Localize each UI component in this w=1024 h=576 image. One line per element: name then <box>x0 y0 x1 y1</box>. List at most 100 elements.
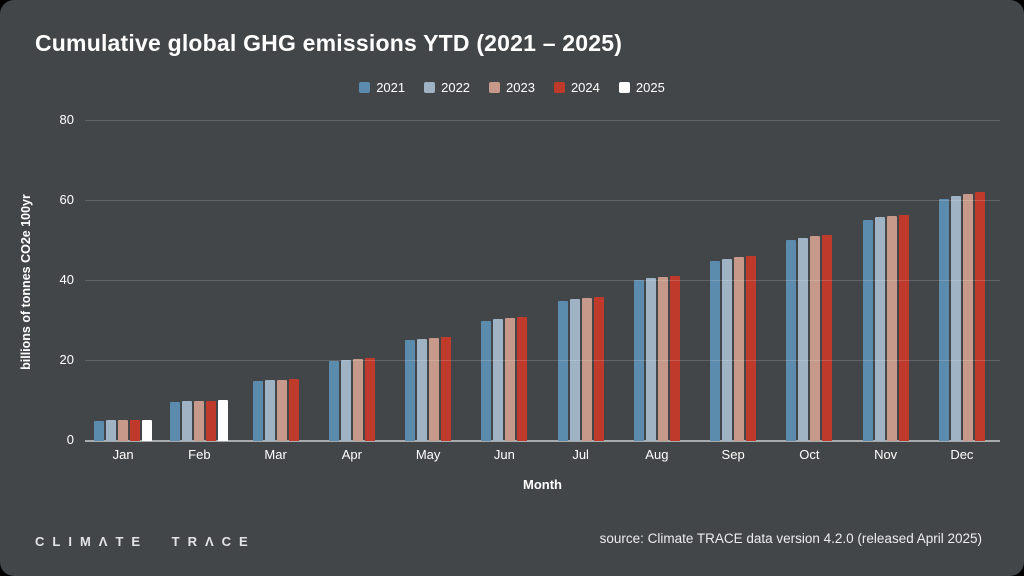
x-axis-tick-label-Mar: Mar <box>264 447 287 462</box>
bar-2022-Jul <box>569 299 580 441</box>
legend-label-2024: 2024 <box>570 80 600 95</box>
x-axis-tick-label-Jan: Jan <box>112 447 134 462</box>
bar-2022-Jan <box>106 420 117 441</box>
bar-2023-Feb <box>194 401 205 441</box>
bar-2023-Jul <box>581 298 592 441</box>
legend-item-2023: 2023 <box>489 80 535 95</box>
x-axis-title: Month <box>523 477 562 492</box>
bar-2025-Jan <box>142 419 153 441</box>
bar-2022-Jun <box>493 319 504 441</box>
y-axis-tick-label-80: 80 <box>59 112 74 127</box>
bar-2024-May <box>441 337 452 441</box>
x-axis-tick-label-Dec: Dec <box>950 447 974 462</box>
legend-label-2025: 2025 <box>635 80 665 95</box>
bar-2023-May <box>429 338 440 441</box>
legend-swatch-2022 <box>424 82 436 93</box>
bar-2023-Oct <box>810 236 821 441</box>
y-axis-tick-label-40: 40 <box>59 272 74 287</box>
x-axis-tick-label-Oct: Oct <box>799 447 820 462</box>
bar-2021-Dec <box>938 199 949 441</box>
bar-2022-Aug <box>645 278 656 441</box>
legend-item-2021: 2021 <box>359 80 405 95</box>
bar-2022-Dec <box>950 196 961 441</box>
y-axis-tick-label-0: 0 <box>66 432 74 447</box>
bar-2025-Feb <box>218 400 229 441</box>
bar-group-Jul <box>543 111 619 441</box>
bar-2024-Jun <box>517 317 528 441</box>
x-axis-tick-label-Nov: Nov <box>874 447 898 462</box>
bar-2023-Jun <box>505 318 516 441</box>
x-axis-tick-label-Jul: Jul <box>572 447 589 462</box>
bar-2021-Feb <box>170 401 181 441</box>
bar-2022-May <box>417 339 428 441</box>
bar-2021-Oct <box>786 239 797 441</box>
legend-swatch-2025 <box>618 82 630 93</box>
plot-area <box>85 111 1000 442</box>
source-attribution: source: Climate TRACE data version 4.2.0… <box>599 531 982 546</box>
chart-legend: 2021 2022 2023 2024 2025 <box>0 80 1024 95</box>
bar-group-Sep <box>695 111 771 441</box>
x-axis-tick-label-Sep: Sep <box>721 447 745 462</box>
x-axis-tick-labels: Jan Feb Mar Apr May Jun Jul Aug Sep Oct Nov Dec <box>85 447 1000 462</box>
bar-2024-Sep <box>746 255 757 441</box>
bar-2024-Jul <box>593 297 604 441</box>
gridline-40 <box>85 280 1000 281</box>
legend-label-2022: 2022 <box>441 80 471 95</box>
bar-2022-Feb <box>182 401 193 441</box>
bar-2022-Apr <box>340 359 351 441</box>
bar-2023-Jan <box>118 420 129 441</box>
bar-2023-Apr <box>352 359 363 441</box>
bar-group-Jan <box>85 111 161 441</box>
gridline-80 <box>85 120 1000 121</box>
bar-2021-Nov <box>862 220 873 441</box>
x-axis-tick-label-Feb: Feb <box>188 447 211 462</box>
bar-2021-Apr <box>328 360 339 441</box>
bar-2021-Jun <box>481 320 492 441</box>
x-axis-tick-label-May: May <box>415 447 441 462</box>
bar-2021-Aug <box>633 280 644 441</box>
bar-2024-Mar <box>288 379 299 441</box>
bar-2024-Aug <box>669 275 680 441</box>
bar-2024-Feb <box>206 400 217 441</box>
bar-group-Nov <box>848 111 924 441</box>
bar-group-Feb <box>161 111 237 441</box>
bar-2023-Sep <box>734 257 745 441</box>
bar-groups <box>85 111 1000 441</box>
x-axis-tick-label-Apr: Apr <box>341 447 362 462</box>
x-axis-line <box>85 440 1000 442</box>
page-title: Cumulative global GHG emissions YTD (202… <box>35 30 623 56</box>
legend-swatch-2021 <box>359 82 371 93</box>
legend-swatch-2024 <box>553 82 565 93</box>
bar-group-Oct <box>771 111 847 441</box>
legend-label-2021: 2021 <box>376 80 406 95</box>
bar-2022-Sep <box>722 258 733 441</box>
legend-item-2024: 2024 <box>553 80 600 95</box>
legend-swatch-2023 <box>489 82 501 93</box>
gridline-20 <box>85 360 1000 361</box>
x-axis-tick-label-Aug: Aug <box>645 447 669 462</box>
bar-2024-Nov <box>898 214 909 441</box>
bar-2021-May <box>405 340 416 441</box>
y-axis-tick-label-60: 60 <box>59 192 74 207</box>
legend-item-2022: 2022 <box>424 80 470 95</box>
bar-2022-Nov <box>874 217 885 441</box>
bar-2023-Mar <box>276 379 287 441</box>
bar-group-Mar <box>238 111 314 441</box>
x-axis-tick-label-Jun: Jun <box>493 447 515 462</box>
bar-group-Apr <box>314 111 390 441</box>
bar-2022-Mar <box>264 380 275 441</box>
bar-2023-Dec <box>962 193 973 441</box>
bar-2023-Nov <box>886 216 897 441</box>
bar-group-Jun <box>466 111 542 441</box>
bar-2021-Mar <box>252 381 263 441</box>
bar-2023-Aug <box>657 277 668 441</box>
bar-group-Aug <box>619 111 695 441</box>
bar-group-Dec <box>924 111 1000 441</box>
legend-item-2025: 2025 <box>618 80 665 95</box>
climate-trace-logo: CLIMΛTE TRΛCE <box>35 534 256 549</box>
bar-2021-Jan <box>94 420 105 441</box>
legend-label-2023: 2023 <box>506 80 535 95</box>
gridline-60 <box>85 200 1000 201</box>
bar-2021-Sep <box>710 261 721 441</box>
